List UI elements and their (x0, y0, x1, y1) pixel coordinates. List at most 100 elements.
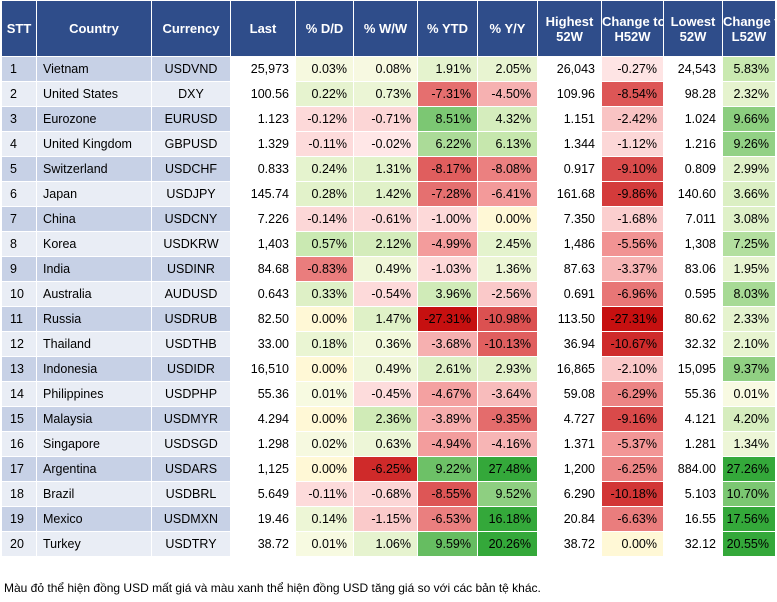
cell-pct-ww: -0.61% (353, 206, 418, 232)
cell-stt: 1 (1, 56, 37, 82)
cell-highest-52w: 0.917 (537, 156, 602, 182)
cell-highest-52w: 16,865 (537, 356, 602, 382)
cell-pct-yy: 2.45% (477, 231, 538, 257)
cell-pct-ytd: 3.96% (417, 281, 478, 307)
cell-country: India (36, 256, 152, 282)
cell-pct-yy: -9.35% (477, 406, 538, 432)
header-change-to-l52w: Change toL52W (722, 0, 776, 57)
header-pct-yy: % Y/Y (477, 0, 538, 57)
cell-change-to-l52w: 3.66% (722, 181, 776, 207)
cell-change-to-l52w: 1.95% (722, 256, 776, 282)
cell-change-to-h52w: 0.00% (601, 531, 664, 557)
cell-lowest-52w: 16.55 (663, 506, 723, 532)
cell-lowest-52w: 1.281 (663, 431, 723, 457)
cell-change-to-h52w: -6.29% (601, 381, 664, 407)
cell-country: Singapore (36, 431, 152, 457)
cell-stt: 4 (1, 131, 37, 157)
cell-pct-ww: -0.54% (353, 281, 418, 307)
cell-change-to-l52w: 17.56% (722, 506, 776, 532)
cell-currency: USDRUB (151, 306, 231, 332)
cell-change-to-l52w: 2.10% (722, 331, 776, 357)
cell-pct-dd: -0.11% (295, 481, 354, 507)
cell-stt: 13 (1, 356, 37, 382)
cell-change-to-h52w: -6.63% (601, 506, 664, 532)
cell-change-to-l52w: 1.34% (722, 431, 776, 457)
cell-highest-52w: 1,200 (537, 456, 602, 482)
cell-highest-52w: 20.84 (537, 506, 602, 532)
cell-stt: 16 (1, 431, 37, 457)
cell-pct-ww: -0.45% (353, 381, 418, 407)
cell-last: 1,125 (230, 456, 296, 482)
cell-pct-dd: 0.33% (295, 281, 354, 307)
cell-highest-52w: 26,043 (537, 56, 602, 82)
cell-last: 145.74 (230, 181, 296, 207)
cell-currency: USDCHF (151, 156, 231, 182)
color-legend-note: Màu đỏ thể hiện đồng USD mất giá và màu … (4, 581, 541, 595)
table-row: 12 Thailand USDTHB 33.00 0.18% 0.36% -3.68% -10… (1, 331, 776, 357)
cell-pct-ww: 0.49% (353, 356, 418, 382)
cell-pct-yy: 0.00% (477, 206, 538, 232)
cell-last: 7.226 (230, 206, 296, 232)
cell-change-to-l52w: 2.32% (722, 81, 776, 107)
table-row: 2 United States DXY 100.56 0.22% 0.73% -7.31% -… (1, 81, 776, 107)
cell-country: Argentina (36, 456, 152, 482)
table-row: 14 Philippines USDPHP 55.36 0.01% -0.45% -4.67… (1, 381, 776, 407)
cell-change-to-h52w: -5.37% (601, 431, 664, 457)
cell-pct-yy: -4.16% (477, 431, 538, 457)
cell-change-to-h52w: -10.67% (601, 331, 664, 357)
cell-pct-dd: -0.11% (295, 131, 354, 157)
cell-pct-yy: -2.56% (477, 281, 538, 307)
cell-country: Russia (36, 306, 152, 332)
table-row: 1 Vietnam USDVND 25,973 0.03% 0.08% 1.91% 2.05%… (1, 56, 776, 82)
cell-pct-dd: 0.28% (295, 181, 354, 207)
cell-lowest-52w: 0.809 (663, 156, 723, 182)
cell-last: 4.294 (230, 406, 296, 432)
cell-pct-yy: -6.41% (477, 181, 538, 207)
cell-currency: USDJPY (151, 181, 231, 207)
cell-country: Eurozone (36, 106, 152, 132)
cell-pct-yy: 2.93% (477, 356, 538, 382)
cell-highest-52w: 87.63 (537, 256, 602, 282)
cell-pct-ww: 0.73% (353, 81, 418, 107)
table-row: 10 Australia AUDUSD 0.643 0.33% -0.54% 3.96% -2… (1, 281, 776, 307)
cell-currency: USDCNY (151, 206, 231, 232)
cell-highest-52w: 1,486 (537, 231, 602, 257)
cell-pct-ww: -0.02% (353, 131, 418, 157)
header-stt: STT (1, 0, 37, 57)
cell-change-to-l52w: 2.99% (722, 156, 776, 182)
cell-stt: 14 (1, 381, 37, 407)
table-body: 1 Vietnam USDVND 25,973 0.03% 0.08% 1.91% 2.05%… (1, 56, 776, 557)
cell-highest-52w: 36.94 (537, 331, 602, 357)
cell-pct-ytd: 6.22% (417, 131, 478, 157)
cell-pct-yy: 1.36% (477, 256, 538, 282)
cell-lowest-52w: 32.12 (663, 531, 723, 557)
table-row: 19 Mexico USDMXN 19.46 0.14% -1.15% -6.53% 16.1… (1, 506, 776, 532)
cell-last: 100.56 (230, 81, 296, 107)
cell-stt: 8 (1, 231, 37, 257)
cell-highest-52w: 1.151 (537, 106, 602, 132)
cell-last: 84.68 (230, 256, 296, 282)
cell-change-to-l52w: 0.01% (722, 381, 776, 407)
cell-pct-ytd: 9.59% (417, 531, 478, 557)
header-country: Country (36, 0, 152, 57)
cell-lowest-52w: 884.00 (663, 456, 723, 482)
cell-last: 1.298 (230, 431, 296, 457)
cell-pct-yy: -8.08% (477, 156, 538, 182)
cell-lowest-52w: 1.216 (663, 131, 723, 157)
cell-pct-ww: 0.08% (353, 56, 418, 82)
cell-lowest-52w: 83.06 (663, 256, 723, 282)
header-row: STT Country Currency Last % D/D % W/W % … (1, 0, 776, 57)
cell-pct-dd: 0.01% (295, 381, 354, 407)
cell-country: Korea (36, 231, 152, 257)
table-row: 17 Argentina USDARS 1,125 0.00% -6.25% 9.22% 27… (1, 456, 776, 482)
header-pct-ytd: % YTD (417, 0, 478, 57)
cell-pct-yy: 20.26% (477, 531, 538, 557)
cell-currency: AUDUSD (151, 281, 231, 307)
table-row: 20 Turkey USDTRY 38.72 0.01% 1.06% 9.59% 20.26%… (1, 531, 776, 557)
cell-currency: USDARS (151, 456, 231, 482)
cell-currency: USDTHB (151, 331, 231, 357)
cell-country: Brazil (36, 481, 152, 507)
cell-country: Thailand (36, 331, 152, 357)
cell-pct-ytd: -8.55% (417, 481, 478, 507)
cell-change-to-l52w: 5.83% (722, 56, 776, 82)
